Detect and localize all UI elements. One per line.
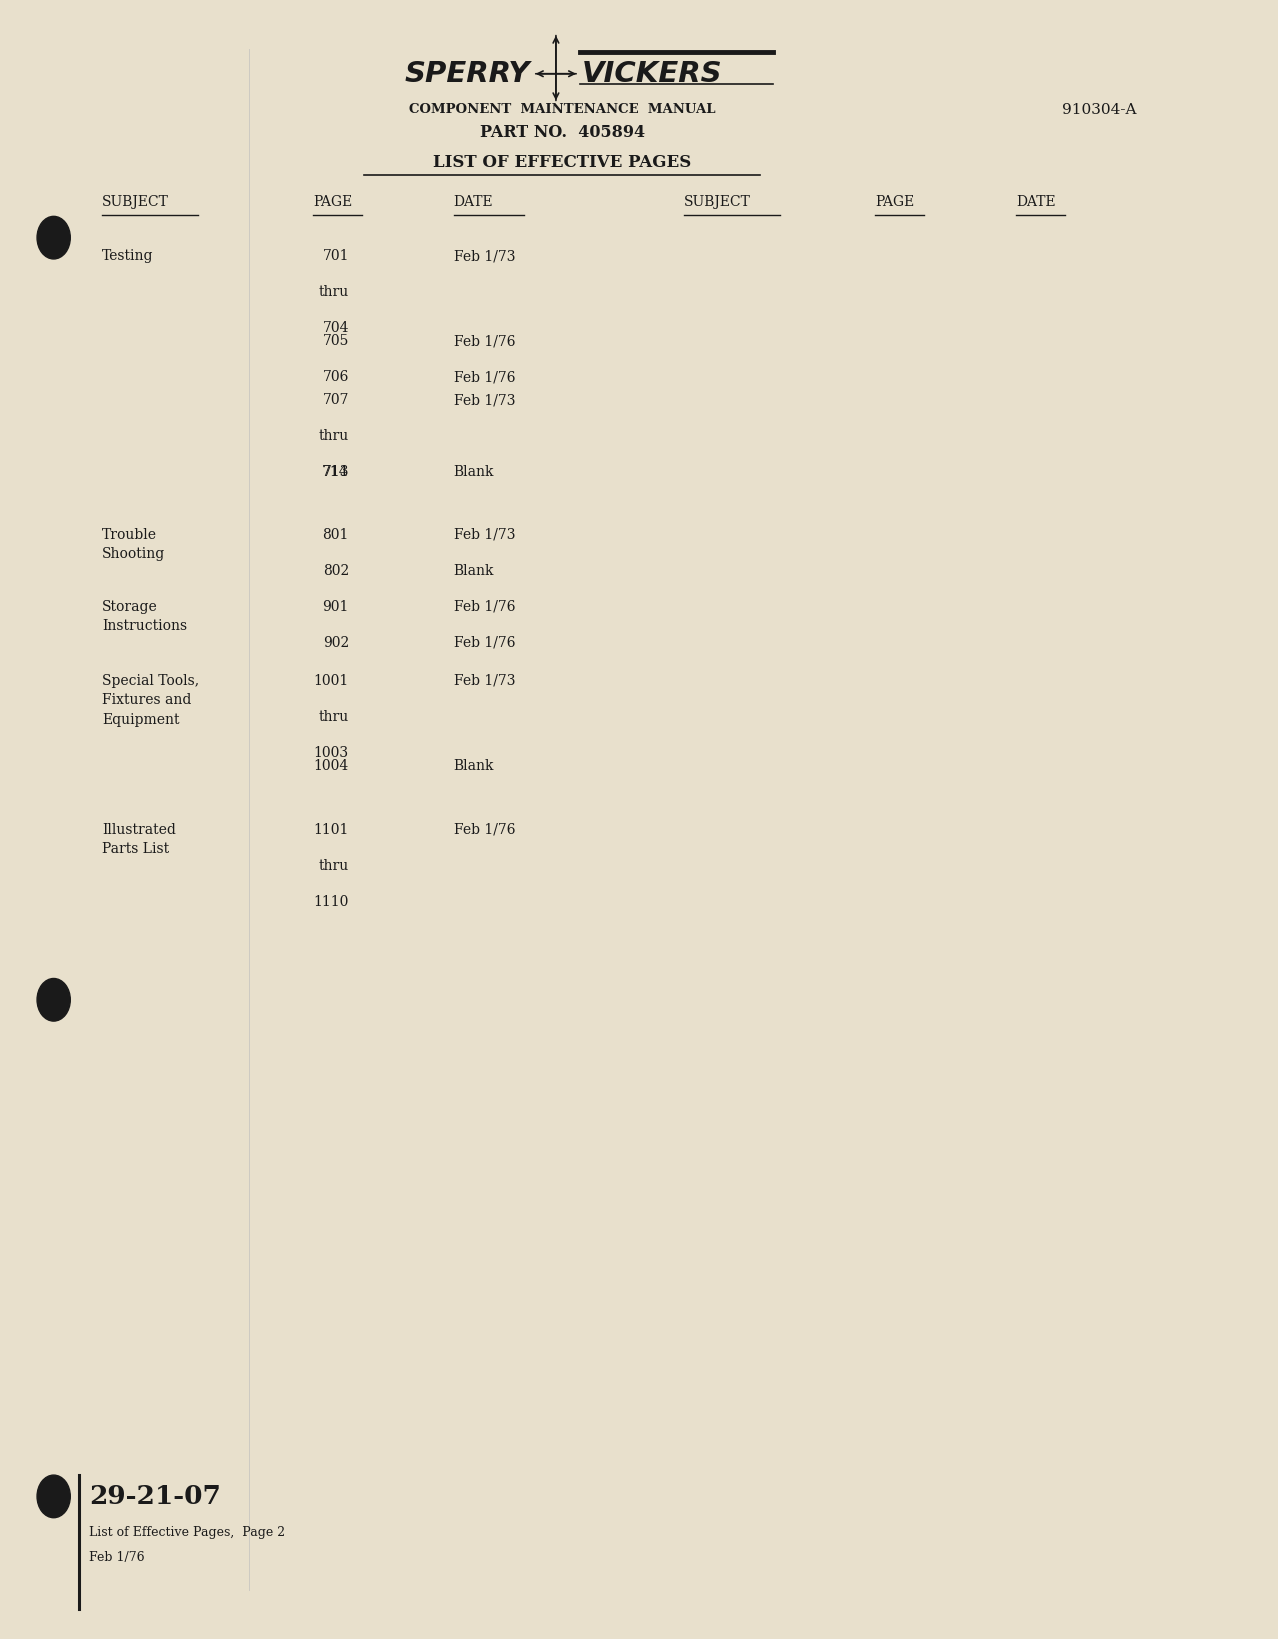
Text: LIST OF EFFECTIVE PAGES: LIST OF EFFECTIVE PAGES: [433, 154, 691, 170]
Text: PART NO.  405894: PART NO. 405894: [479, 125, 645, 141]
Text: thru: thru: [318, 285, 349, 300]
Text: SUBJECT: SUBJECT: [684, 195, 750, 208]
Text: Testing: Testing: [102, 249, 153, 264]
Text: Special Tools,
Fixtures and
Equipment: Special Tools, Fixtures and Equipment: [102, 674, 199, 726]
Text: Feb 1/76: Feb 1/76: [454, 823, 515, 838]
Text: 1004: 1004: [313, 759, 349, 774]
Text: 910304-A: 910304-A: [1062, 103, 1136, 116]
Text: 802: 802: [322, 564, 349, 579]
Text: Blank: Blank: [454, 564, 495, 579]
Circle shape: [37, 978, 70, 1021]
Text: Trouble
Shooting: Trouble Shooting: [102, 528, 165, 561]
Text: 704: 704: [322, 321, 349, 336]
Text: 706: 706: [322, 370, 349, 385]
Circle shape: [37, 216, 70, 259]
Text: Feb 1/73: Feb 1/73: [454, 393, 515, 408]
Text: 1001: 1001: [313, 674, 349, 688]
Text: 714: 714: [322, 465, 349, 480]
Text: 801: 801: [322, 528, 349, 543]
Text: SPERRY: SPERRY: [405, 59, 530, 89]
Text: Feb 1/76: Feb 1/76: [454, 370, 515, 385]
Text: thru: thru: [318, 859, 349, 874]
Text: 707: 707: [322, 393, 349, 408]
Text: thru: thru: [318, 710, 349, 724]
Text: 29-21-07: 29-21-07: [89, 1483, 221, 1510]
Text: 705: 705: [322, 334, 349, 349]
Text: Feb 1/76: Feb 1/76: [454, 334, 515, 349]
Text: Storage
Instructions: Storage Instructions: [102, 600, 188, 633]
Text: thru: thru: [318, 429, 349, 444]
Text: DATE: DATE: [454, 195, 493, 208]
Text: COMPONENT  MAINTENANCE  MANUAL: COMPONENT MAINTENANCE MANUAL: [409, 103, 716, 116]
Text: List of Effective Pages,  Page 2: List of Effective Pages, Page 2: [89, 1526, 285, 1539]
Text: Blank: Blank: [454, 759, 495, 774]
Text: Feb 1/76: Feb 1/76: [454, 636, 515, 651]
Text: SUBJECT: SUBJECT: [102, 195, 169, 208]
Circle shape: [37, 1475, 70, 1518]
Text: 1003: 1003: [314, 746, 349, 760]
Text: PAGE: PAGE: [313, 195, 353, 208]
Text: DATE: DATE: [1016, 195, 1056, 208]
Text: 902: 902: [322, 636, 349, 651]
Text: 713: 713: [322, 465, 349, 480]
Text: VICKERS: VICKERS: [581, 59, 722, 89]
Text: Illustrated
Parts List: Illustrated Parts List: [102, 823, 176, 856]
Text: PAGE: PAGE: [875, 195, 915, 208]
Text: Feb 1/73: Feb 1/73: [454, 674, 515, 688]
Text: 1101: 1101: [313, 823, 349, 838]
Text: Blank: Blank: [454, 465, 495, 480]
Text: Feb 1/73: Feb 1/73: [454, 249, 515, 264]
Text: 1110: 1110: [313, 895, 349, 910]
Text: Feb 1/73: Feb 1/73: [454, 528, 515, 543]
Text: 901: 901: [322, 600, 349, 615]
Text: Feb 1/76: Feb 1/76: [454, 600, 515, 615]
Text: Feb 1/76: Feb 1/76: [89, 1550, 146, 1564]
Text: 701: 701: [322, 249, 349, 264]
